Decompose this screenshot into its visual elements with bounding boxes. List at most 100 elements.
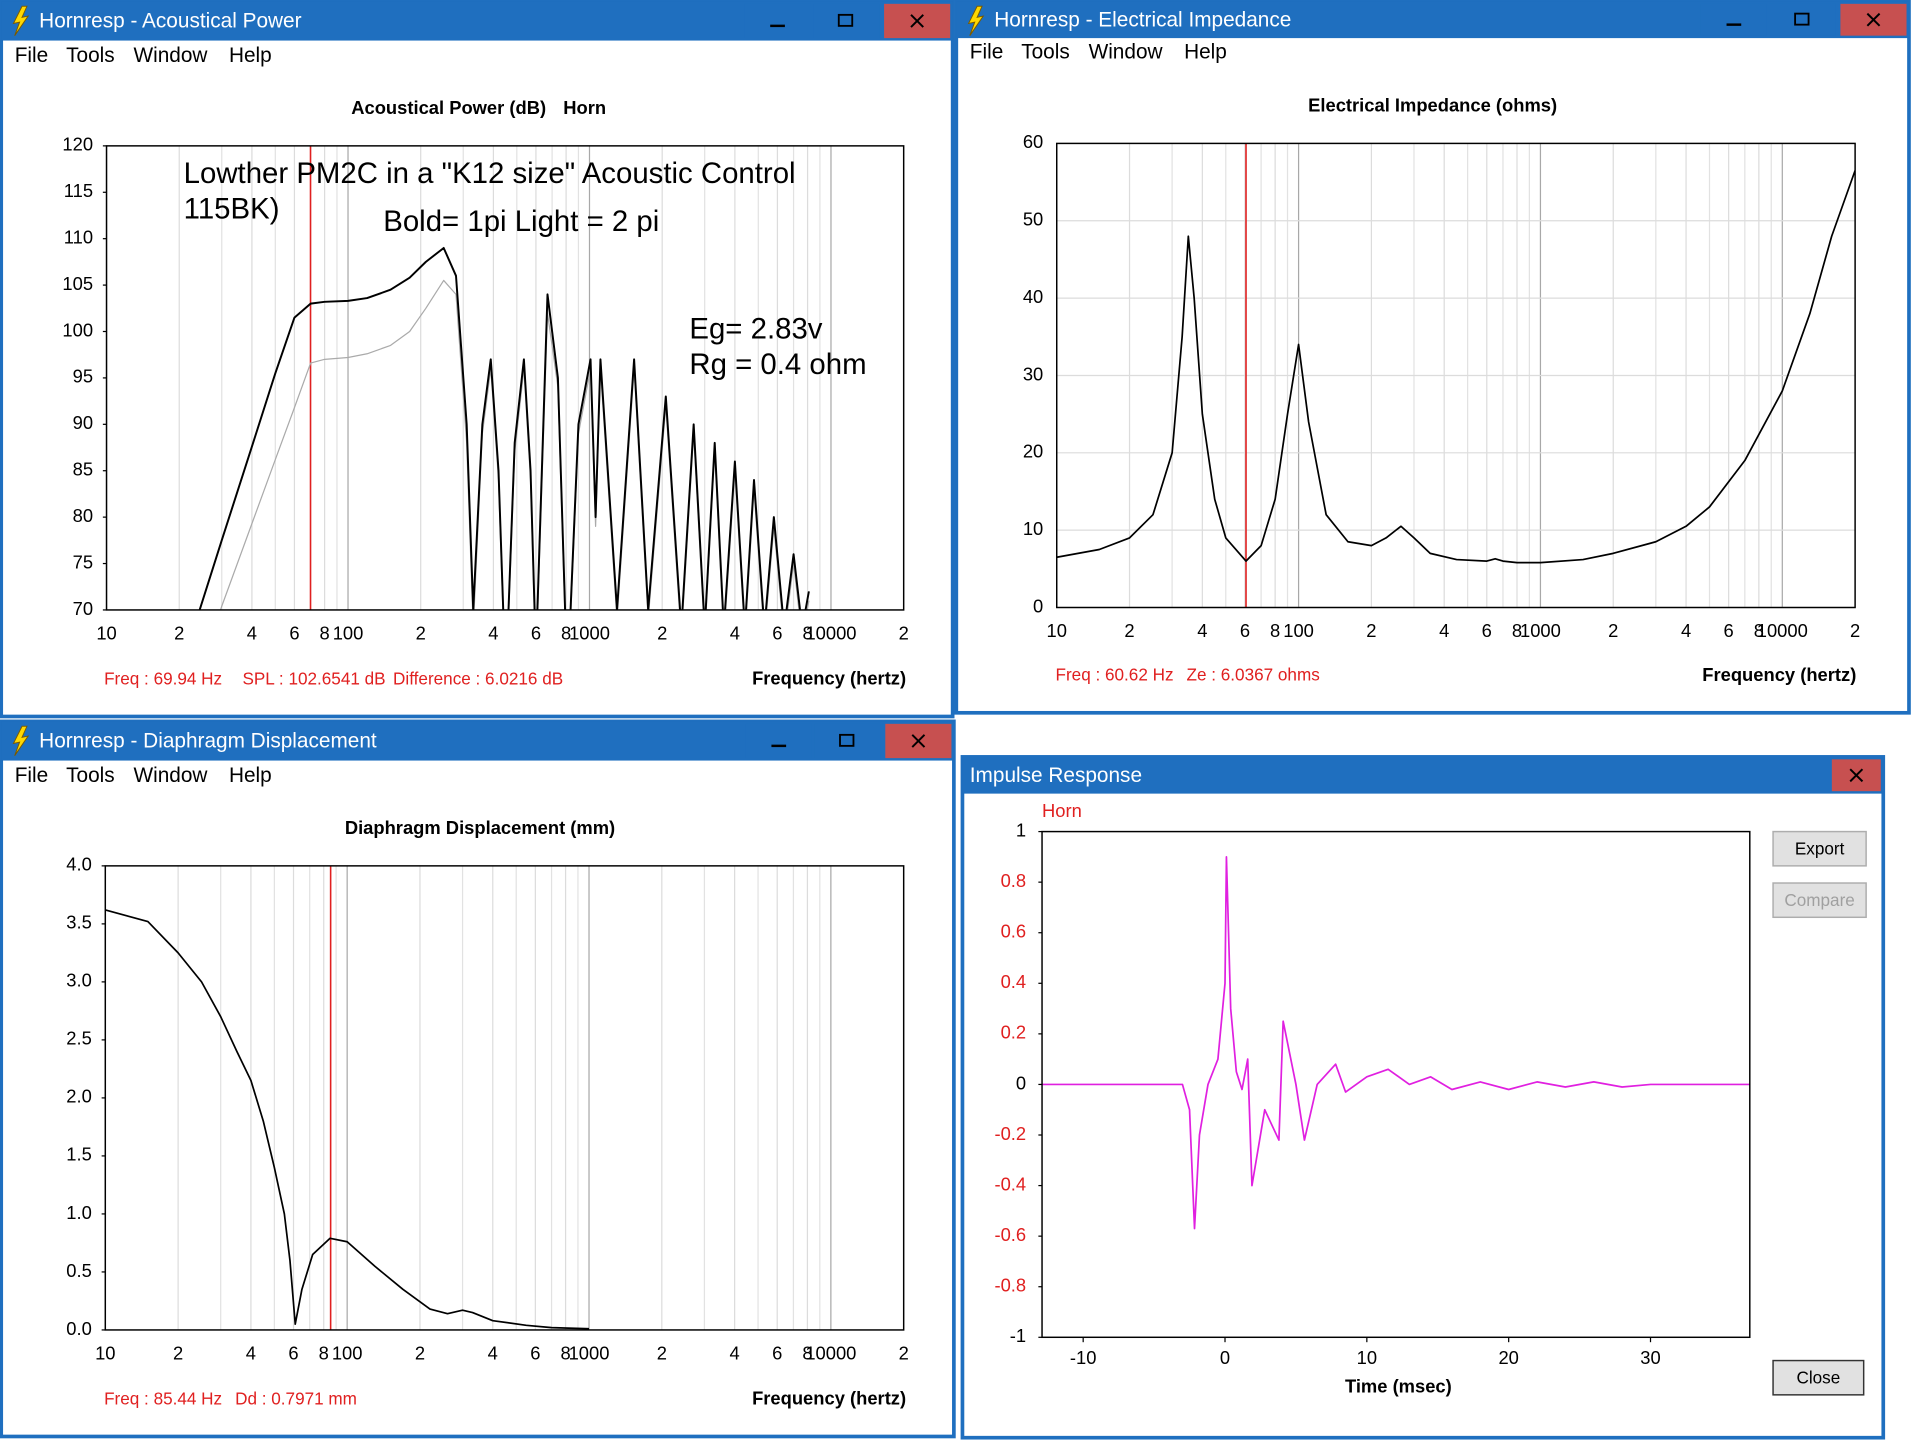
minimize-button-bg: [744, 3, 811, 39]
x-tick-label: 10: [96, 622, 116, 643]
window-title: Impulse Response: [970, 764, 1142, 787]
y-tick-label: 0: [1016, 1072, 1026, 1093]
x-tick-label: 2: [174, 622, 184, 643]
x-tick-label: 4: [730, 622, 740, 643]
y-tick-label: 80: [73, 505, 93, 526]
x-tick-label: 8: [1270, 620, 1280, 641]
x-tick-label: 8: [1754, 620, 1764, 641]
menu-item[interactable]: Tools: [66, 764, 115, 787]
minimize-button[interactable]: [744, 3, 811, 39]
status-text: Dd : 0.7971 mm: [235, 1388, 357, 1408]
x-tick-label: 8: [802, 1342, 812, 1363]
menu-item[interactable]: File: [15, 44, 49, 67]
x-tick-label: 2: [899, 1342, 909, 1363]
x-tick-label: -10: [1070, 1347, 1097, 1368]
x-tick-label: 20: [1498, 1347, 1518, 1368]
window-title: Hornresp - Electrical Impedance: [994, 8, 1291, 31]
x-tick-label: 8: [319, 1342, 329, 1363]
status-text: Freq : 69.94 Hz: [104, 668, 222, 688]
status-text: Difference : 6.0216 dB: [393, 668, 563, 688]
minimize-button[interactable]: [745, 723, 812, 759]
status-text: SPL : 102.6541 dB: [242, 668, 385, 688]
menu-item[interactable]: Help: [229, 44, 272, 67]
y-tick-label: 70: [73, 598, 93, 619]
close-button[interactable]: [1840, 3, 1907, 36]
y-tick-label: 2.0: [66, 1086, 92, 1107]
x-tick-label: 6: [289, 622, 299, 643]
x-tick-label: 4: [246, 1342, 256, 1363]
y-tick-label: 0.8: [1001, 870, 1027, 891]
x-tick-label: 2: [899, 622, 909, 643]
maximize-button-bg: [813, 3, 880, 39]
close-button[interactable]: [884, 3, 951, 39]
annotation: 115BK): [184, 193, 280, 226]
button[interactable]: Close: [1772, 1359, 1865, 1396]
window: Impulse Response Export Compare Close -10 0 1 0…: [960, 755, 1886, 1440]
x-tick-label: 6: [288, 1342, 298, 1363]
menu-item[interactable]: Help: [1184, 40, 1227, 63]
x-tick-label: 2: [1608, 620, 1618, 641]
x-tick-label: 1000: [569, 622, 610, 643]
close-glyph: [1849, 768, 1864, 783]
maximize-glyph: [837, 13, 854, 27]
button-bg: [1772, 882, 1867, 919]
x-tick-label: 4: [488, 1342, 498, 1363]
minimize-button-bg: [745, 723, 812, 759]
x-tick-label: 10000: [1757, 620, 1808, 641]
x-tick-label: 100: [333, 622, 364, 643]
maximize-glyph: [1794, 12, 1810, 26]
chart: -10 0 10 20 30 -1 -0.8 -0.6 -0.4 -0.2 0 0.2 0.4 0.6 0.…: [994, 800, 1751, 1396]
menu-item[interactable]: Tools: [66, 44, 115, 67]
maximize-button[interactable]: [813, 3, 880, 39]
y-tick-label: -0.2: [994, 1123, 1026, 1144]
x-tick-label: 10: [1047, 620, 1067, 641]
x-tick-label: 8: [802, 622, 812, 643]
maximize-button[interactable]: [814, 723, 881, 759]
button-label: Close: [1796, 1367, 1840, 1387]
x-tick-label: 2: [657, 622, 667, 643]
y-tick-label: 60: [1023, 131, 1043, 152]
menu-item[interactable]: Tools: [1021, 40, 1070, 63]
minimize-button[interactable]: [1700, 3, 1767, 36]
window-title: Hornresp - Diaphragm Displacement: [39, 730, 377, 753]
menu-item[interactable]: Window: [1089, 40, 1164, 63]
x-tick-label: 4: [1439, 620, 1449, 641]
y-tick-label: 30: [1023, 363, 1043, 384]
x-tick-label: 10000: [805, 622, 856, 643]
x-tick-label: 8: [320, 622, 330, 643]
close-button[interactable]: [885, 723, 952, 759]
y-tick-label: 0.2: [1001, 1022, 1027, 1043]
maximize-glyph: [839, 733, 855, 747]
close-button[interactable]: [1831, 759, 1881, 792]
menu-item[interactable]: Window: [133, 764, 208, 787]
x-tick-label: 2: [1124, 620, 1134, 641]
x-tick-label: 10: [95, 1342, 115, 1363]
series-line: [1056, 170, 1856, 564]
y-tick-label: 4.0: [66, 854, 92, 875]
y-tick-label: -0.6: [994, 1224, 1026, 1245]
y-tick-label: 40: [1023, 286, 1043, 307]
x-tick-label: 0: [1220, 1347, 1230, 1368]
x-tick-label: 2: [1850, 620, 1860, 641]
y-tick-label: 100: [62, 319, 93, 340]
x-tick-label: 6: [1240, 620, 1250, 641]
annotation: Lowther PM2C in a "K12 size" Acoustic Co…: [184, 157, 796, 190]
maximize-button-bg: [814, 723, 881, 759]
x-tick-label: 4: [1197, 620, 1207, 641]
y-tick-label: 1: [1016, 819, 1026, 840]
menu-item[interactable]: Help: [229, 764, 272, 787]
button-bg: [1772, 830, 1867, 867]
chart-title: Electrical Impedance (ohms): [1308, 95, 1557, 116]
window: Hornresp - Diaphragm Displacement File Too…: [0, 719, 956, 1439]
menu-item[interactable]: File: [15, 764, 49, 787]
maximize-button[interactable]: [1769, 3, 1836, 36]
plot-border: [104, 865, 905, 1331]
y-tick-label: 95: [73, 366, 93, 387]
x-tick-label: 6: [531, 622, 541, 643]
button: Compare: [1772, 882, 1867, 919]
menu-item[interactable]: Window: [133, 44, 208, 67]
button[interactable]: Export: [1772, 830, 1867, 867]
x-tick-label: 4: [730, 1342, 740, 1363]
menu-item[interactable]: File: [970, 40, 1004, 63]
